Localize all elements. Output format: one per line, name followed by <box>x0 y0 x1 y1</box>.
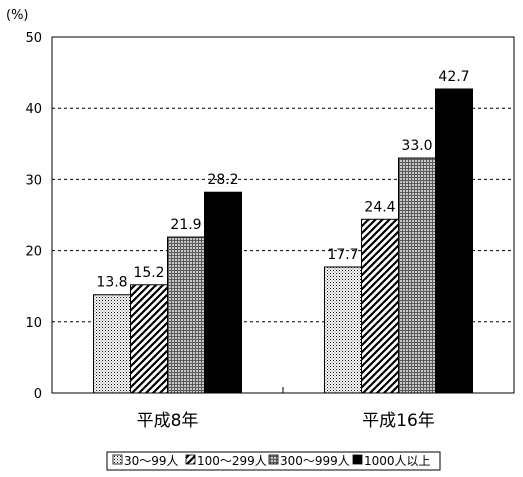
y-tick-label: 50 <box>25 31 42 46</box>
bar-value-label: 28.2 <box>207 172 238 188</box>
category-labels: 平成8年 平成16年 <box>137 411 435 431</box>
bar <box>324 266 362 394</box>
legend-label-1000-plus: 1000人以上 <box>364 454 431 468</box>
bar-value-label: 33.0 <box>401 138 432 154</box>
bar-value-label: 13.8 <box>96 275 127 291</box>
y-unit-label: (%) <box>6 8 29 23</box>
bar-value-label: 17.7 <box>327 247 358 263</box>
legend-swatch-100-299 <box>185 454 196 465</box>
y-tick-label: 10 <box>25 316 42 331</box>
legend-swatch-300-999 <box>268 454 279 465</box>
y-tick-label: 30 <box>25 173 42 188</box>
category-label: 平成8年 <box>137 411 199 431</box>
legend: 30～99人 100～299人 300～999人 1000人以上 <box>106 451 441 471</box>
bar <box>398 157 436 394</box>
legend-swatch-1000-plus <box>352 454 363 465</box>
bar-value-label: 42.7 <box>438 69 469 85</box>
bar <box>435 88 473 394</box>
legend-swatch-30-99 <box>112 454 123 465</box>
bar-value-label: 21.9 <box>170 217 201 233</box>
y-tick-label: 0 <box>34 387 42 402</box>
bar-value-label: 15.2 <box>133 265 164 281</box>
y-tick-label: 40 <box>25 102 42 117</box>
bar-value-label: 24.4 <box>364 199 395 215</box>
bar <box>167 236 205 394</box>
legend-label-300-999: 300～999人 <box>280 454 350 468</box>
legend-label-100-299: 100～299人 <box>197 454 267 468</box>
bar <box>93 294 131 394</box>
bars <box>93 88 473 394</box>
bar <box>130 284 168 394</box>
y-ticks: 0 10 20 30 40 50 <box>25 31 42 402</box>
bar <box>361 218 399 394</box>
legend-label-30-99: 30～99人 <box>124 454 179 468</box>
value-labels: 13.8 15.2 21.9 28.2 17.7 24.4 33.0 42.7 <box>96 69 469 291</box>
bar <box>204 191 242 394</box>
category-label: 平成16年 <box>362 411 435 431</box>
y-tick-label: 20 <box>25 245 42 260</box>
plot-area-frame <box>51 36 515 394</box>
